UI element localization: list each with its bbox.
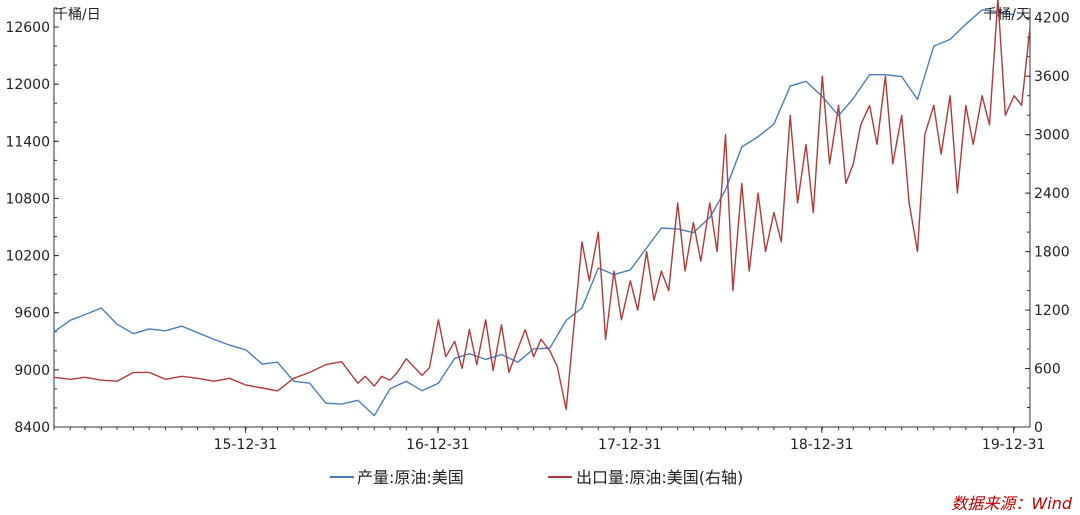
legend-label-production: 产量:原油:美国 <box>357 468 464 487</box>
left-tick-label: 10800 <box>5 191 50 207</box>
left-tick-label: 9600 <box>14 306 50 322</box>
right-tick-label: 1800 <box>1034 245 1070 261</box>
left-tick-label: 10200 <box>5 249 50 265</box>
legend: 产量:原油:美国 出口量:原油:美国(右轴) <box>330 468 743 487</box>
series-line-production <box>53 9 1015 417</box>
left-tick-label: 12600 <box>5 20 50 36</box>
source-note: 数据来源：Wind <box>951 494 1072 513</box>
left-tick-label: 11400 <box>5 134 50 150</box>
left-axis-unit: 千桶/日 <box>54 7 101 23</box>
left-tick-label: 9000 <box>14 363 50 379</box>
right-tick-label: 0 <box>1034 420 1043 436</box>
right-tick-label: 600 <box>1034 362 1061 378</box>
x-tick-label: 16-12-31 <box>406 437 470 453</box>
legend-label-export: 出口量:原油:美国(右轴) <box>576 468 743 487</box>
series-layer <box>53 0 1031 417</box>
right-tick-label: 3600 <box>1034 69 1070 85</box>
right-tick-label: 3000 <box>1034 128 1070 144</box>
x-tick-label: 19-12-31 <box>982 437 1046 453</box>
x-tick-label: 15-12-31 <box>214 437 278 453</box>
left-tick-label: 8400 <box>14 420 50 436</box>
right-tick-label: 1200 <box>1034 303 1070 319</box>
right-tick-label: 2400 <box>1034 186 1070 202</box>
left-axis-ticks: 8400 9000 9600 10200 10800 11400 12000 12600 <box>5 7 59 436</box>
series-line-export <box>53 0 1031 411</box>
right-tick-label: 4200 <box>1034 11 1070 27</box>
x-axis-ticks: 15-12-31 16-12-31 17-12-31 18-12-31 19-12-31 <box>53 427 1046 453</box>
plot-axes <box>53 8 1031 428</box>
x-tick-label: 17-12-31 <box>598 437 662 453</box>
right-axis-ticks: 0 600 1200 1800 2400 3000 3600 4200 <box>1025 11 1070 436</box>
x-tick-label: 18-12-31 <box>790 437 854 453</box>
right-axis-unit: 千桶/天 <box>983 7 1030 23</box>
left-tick-label: 12000 <box>5 77 50 93</box>
